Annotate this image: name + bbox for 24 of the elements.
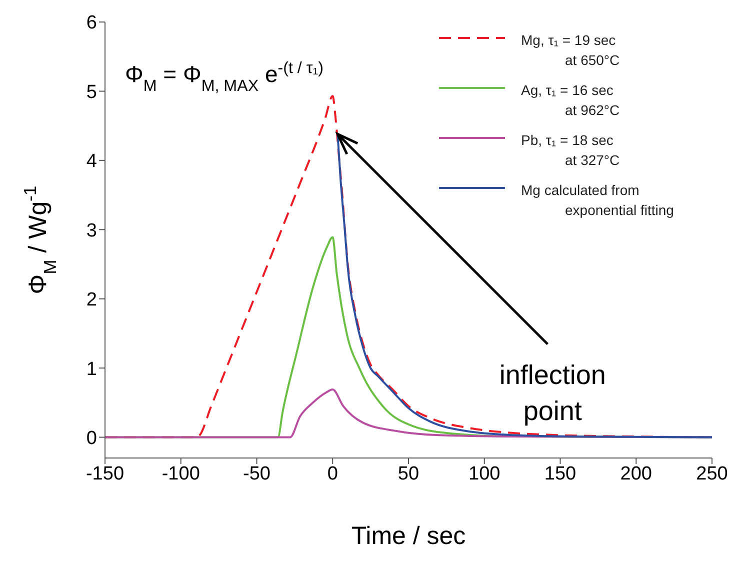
annotation: Φ$_{M}$ = Φ$_{M, MAX}$ e$^{-(t / τ₁)}$ (125, 59, 324, 95)
x-tick-label: 50 (398, 463, 420, 484)
y-tick-label: 1 (86, 358, 97, 380)
y-tick-label: 0 (86, 428, 97, 449)
x-tick-label: 100 (468, 463, 500, 484)
x-tick-label: 250 (696, 463, 728, 484)
x-tick-label: -150 (86, 463, 124, 484)
line-series (336, 133, 712, 438)
y-tick-label: 3 (86, 220, 97, 242)
legend-label: Ag, τ₁ = 16 sec at 962°C (521, 81, 620, 120)
x-tick-label: 150 (544, 463, 576, 484)
x-axis-title: Time / sec (351, 522, 466, 550)
y-tick-label: 4 (86, 151, 98, 172)
x-tick-label: 200 (620, 463, 652, 484)
y-tick-label: 2 (86, 290, 97, 311)
annotation: inflection point (499, 360, 606, 426)
legend-label: Pb, τ₁ = 18 sec at 327°C (521, 131, 620, 170)
x-tick-label: -100 (162, 463, 200, 484)
legend-label: Mg calculated from exponential fitting (521, 181, 674, 220)
legend-label: Mg, τ₁ = 19 sec at 650°C (521, 31, 620, 70)
x-tick-label: -50 (243, 463, 270, 484)
y-tick-label: 5 (86, 82, 97, 103)
y-tick-label: 6 (86, 12, 97, 34)
x-tick-label: 0 (327, 463, 338, 484)
